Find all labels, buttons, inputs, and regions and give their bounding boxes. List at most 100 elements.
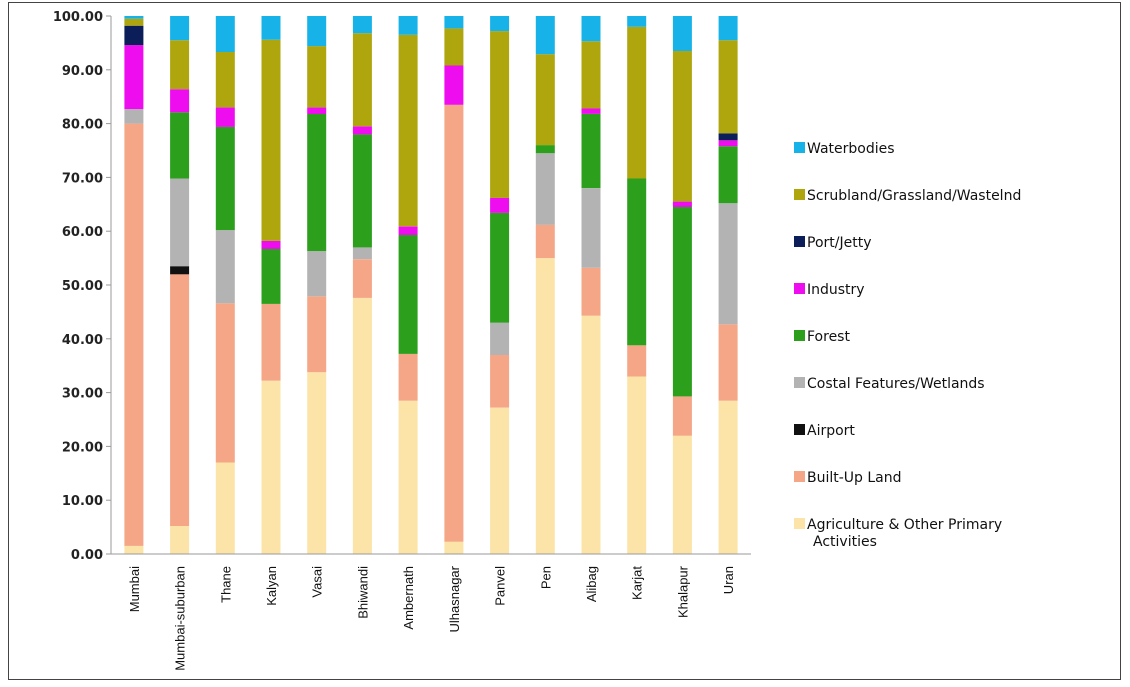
legend-label-costal-features-wetlands: Costal Features/Wetlands — [807, 376, 985, 392]
legend-swatch-costal-features-wetlands — [794, 377, 805, 388]
x-tick-label-panvel: Panvel — [493, 566, 508, 606]
bar-segment-bhiwandi-forest — [353, 134, 372, 247]
bar-segment-mumbai-suburban-built-up-land — [170, 274, 189, 526]
bar-segment-karjat-scrubland-grassland-wastelnd — [627, 27, 646, 179]
bar-segment-ulhasnagar-agriculture-other-primary-activities — [444, 542, 463, 554]
bar-segment-thane-agriculture-other-primary-activities — [216, 463, 235, 555]
bar-segment-bhiwandi-industry — [353, 126, 372, 134]
bar-segment-alibag-built-up-land — [582, 268, 601, 316]
bar-segment-pen-agriculture-other-primary-activities — [536, 258, 555, 554]
bar-segment-pen-scrubland-grassland-wastelnd — [536, 54, 555, 145]
y-tick-label: 70.00 — [62, 171, 103, 186]
chart-frame: Mumbai Mumbai-suburban Thane Kalyan Vasai Bhi… — [8, 2, 1121, 680]
bar-segment-khalapur-scrubland-grassland-wastelnd — [673, 51, 692, 202]
bar-segment-vasai-costal-features-wetlands — [307, 251, 326, 296]
bar-segment-alibag-costal-features-wetlands — [582, 188, 601, 268]
bar-segment-uran-scrubland-grassland-wastelnd — [719, 40, 738, 133]
legend-swatch-built-up-land — [794, 471, 805, 482]
bar-segment-vasai-built-up-land — [307, 296, 326, 372]
bar-segment-mumbai-suburban-waterbodies — [170, 16, 189, 40]
legend-label-industry: Industry — [807, 282, 865, 298]
x-tick-label-mumbai-suburban: Mumbai-suburban — [173, 566, 188, 671]
y-tick-label: 20.00 — [62, 440, 103, 455]
bar-segment-ambernath-built-up-land — [399, 354, 418, 401]
legend: Waterbodies Scrubland/Grassland/Wastelnd P… — [794, 141, 1021, 550]
bar-segment-uran-agriculture-other-primary-activities — [719, 401, 738, 554]
legend-label-scrubland-grassland-wastelnd: Scrubland/Grassland/Wastelnd — [807, 188, 1021, 204]
x-tick-label-thane: Thane — [218, 566, 233, 603]
bar-segment-mumbai-suburban-scrubland-grassland-wastelnd — [170, 40, 189, 89]
y-tick-label: 100.00 — [53, 10, 103, 25]
x-tick-label-alibag: Alibag — [584, 566, 599, 602]
bar-segment-ulhasnagar-scrubland-grassland-wastelnd — [444, 28, 463, 65]
bar-segment-alibag-scrubland-grassland-wastelnd — [582, 41, 601, 108]
y-tick-label: 90.00 — [62, 64, 103, 79]
bar-segment-pen-built-up-land — [536, 225, 555, 258]
bar-segment-panvel-agriculture-other-primary-activities — [490, 408, 509, 554]
bar-segment-karjat-agriculture-other-primary-activities — [627, 377, 646, 555]
bar-segment-alibag-forest — [582, 114, 601, 188]
bar-segment-ambernath-waterbodies — [399, 16, 418, 35]
bar-segment-mumbai-port-jetty — [124, 26, 143, 45]
bar-segment-mumbai-suburban-forest — [170, 112, 189, 178]
bar-segment-panvel-industry — [490, 198, 509, 213]
bar-segment-mumbai-built-up-land — [124, 124, 143, 546]
x-tick-label-ulhasnagar: Ulhasnagar — [447, 565, 462, 632]
bar-segment-bhiwandi-scrubland-grassland-wastelnd — [353, 33, 372, 126]
bar-segment-ulhasnagar-waterbodies — [444, 16, 463, 28]
bar-segment-ambernath-agriculture-other-primary-activities — [399, 401, 418, 554]
bar-segment-khalapur-built-up-land — [673, 396, 692, 435]
bar-segment-uran-port-jetty — [719, 133, 738, 140]
bar-segment-ulhasnagar-industry — [444, 66, 463, 105]
bar-segment-panvel-scrubland-grassland-wastelnd — [490, 31, 509, 198]
bar-segment-uran-costal-features-wetlands — [719, 203, 738, 324]
x-tick-label-khalapur: Khalapur — [675, 565, 690, 618]
y-tick-label: 40.00 — [62, 333, 103, 348]
legend-swatch-airport — [794, 424, 805, 435]
bar-segment-bhiwandi-costal-features-wetlands — [353, 247, 372, 259]
bar-segment-vasai-agriculture-other-primary-activities — [307, 372, 326, 554]
bar-segment-mumbai-suburban-agriculture-other-primary-activities — [170, 526, 189, 554]
legend-swatch-industry — [794, 283, 805, 294]
bar-segment-thane-built-up-land — [216, 303, 235, 462]
y-tick-label: 50.00 — [62, 279, 103, 294]
x-tick-label-bhiwandi: Bhiwandi — [355, 566, 370, 619]
bar-segment-khalapur-agriculture-other-primary-activities — [673, 436, 692, 554]
x-tick-label-ambernath: Ambernath — [401, 566, 416, 630]
y-tick-label: 30.00 — [62, 387, 103, 402]
y-tick-label: 80.00 — [62, 118, 103, 133]
legend-label-forest: Forest — [807, 329, 850, 345]
bar-segment-panvel-costal-features-wetlands — [490, 323, 509, 355]
x-tick-label-vasai: Vasai — [310, 566, 325, 598]
bar-segment-kalyan-forest — [262, 249, 281, 304]
x-tick-label-karjat: Karjat — [630, 566, 645, 600]
x-tick-label-kalyan: Kalyan — [264, 566, 279, 606]
bar-segment-kalyan-waterbodies — [262, 16, 281, 40]
bar-segment-khalapur-forest — [673, 207, 692, 396]
legend-swatch-waterbodies — [794, 142, 805, 153]
y-tick-label: 0.00 — [71, 548, 103, 563]
bar-segment-ambernath-forest — [399, 235, 418, 354]
x-tick-label-uran: Uran — [721, 566, 736, 594]
bar-segment-panvel-waterbodies — [490, 16, 509, 31]
bar-segment-bhiwandi-built-up-land — [353, 259, 372, 298]
legend-label-waterbodies: Waterbodies — [807, 141, 895, 157]
bar-segment-ulhasnagar-built-up-land — [444, 105, 463, 542]
bar-segment-kalyan-industry — [262, 241, 281, 249]
bar-segment-khalapur-industry — [673, 202, 692, 207]
bar-segment-thane-costal-features-wetlands — [216, 230, 235, 303]
bar-segment-alibag-industry — [582, 109, 601, 114]
bar-segment-vasai-industry — [307, 108, 326, 115]
bar-segment-panvel-built-up-land — [490, 355, 509, 408]
bar-segment-uran-built-up-land — [719, 324, 738, 400]
legend-swatch-scrubland-grassland-wastelnd — [794, 189, 805, 200]
bar-segment-mumbai-suburban-industry — [170, 89, 189, 112]
bar-segment-karjat-waterbodies — [627, 16, 646, 27]
bar-segment-kalyan-built-up-land — [262, 304, 281, 381]
bar-segment-uran-forest — [719, 146, 738, 203]
plot-area — [124, 16, 737, 554]
bar-segment-uran-waterbodies — [719, 16, 738, 40]
y-tick-label: 60.00 — [62, 225, 103, 240]
bar-segment-pen-costal-features-wetlands — [536, 153, 555, 225]
bar-segment-alibag-waterbodies — [582, 16, 601, 41]
